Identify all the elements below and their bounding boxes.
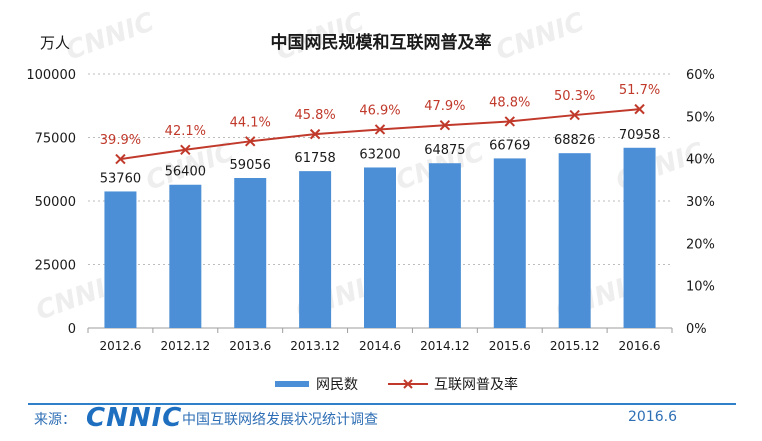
left-y-tick-label: 0 [68,322,76,337]
line-point-marker [245,136,256,147]
bar [364,167,396,328]
left-y-tick-label: 25000 [35,259,76,274]
x-tick-label: 2012.6 [99,339,141,353]
x-tick-label: 2015.12 [550,339,600,353]
line-value-label: 42.1% [165,124,206,139]
x-tick-label: 2012.12 [161,339,211,353]
bar [428,163,461,328]
legend-line-marker [403,379,413,389]
watermark-text: CNNIC [492,7,588,66]
bar [234,177,267,328]
left-y-tick-label: 100000 [26,68,76,83]
left-y-tick-label: 75000 [35,132,76,147]
right-y-tick-label: 30% [686,195,715,210]
line-point-marker [374,124,386,135]
line-point-marker [309,128,321,140]
watermark-text: CNNIC [62,7,158,66]
line-point-marker [180,144,191,155]
right-y-tick-label: 0% [686,322,707,337]
line-value-label: 46.9% [359,103,400,118]
bar [623,147,656,328]
right-y-tick-label: 40% [686,153,715,168]
line-point-marker [569,109,580,121]
bar-value-label: 64875 [424,143,465,158]
bar-value-label: 59056 [230,158,271,173]
right-y-tick-label: 20% [686,237,715,252]
footer-divider [28,403,736,405]
right-y-tick-label: 10% [686,280,715,295]
chart-title: 中国网民规模和互联网普及率 [271,32,492,53]
source-label: 来源： [34,412,76,428]
y-axis-unit-label: 万人 [40,34,70,52]
bar [299,171,332,328]
x-tick-label: 2013.6 [229,339,271,353]
right-y-tick-label: 50% [686,110,715,125]
legend-line-label: 互联网普及率 [434,376,518,393]
report-date: 2016.6 [628,409,677,425]
x-tick-label: 2016.6 [619,339,661,353]
bar [558,153,591,328]
line-value-label: 39.9% [100,133,141,148]
bar [104,191,137,328]
line-value-label: 51.7% [619,83,660,98]
bar-value-label: 70958 [619,128,660,143]
bar-value-label: 56400 [165,165,206,180]
bar-value-label: 66769 [489,138,530,153]
bar [169,184,202,328]
x-tick-label: 2014.12 [420,339,470,353]
line-point-marker [439,120,451,131]
legend-bar-swatch [275,381,309,387]
bar-value-label: 63200 [359,147,400,162]
legend-bar-label: 网民数 [316,377,358,393]
cnnic-logo: CNNIC [86,403,183,433]
line-value-label: 50.3% [554,89,595,104]
bar-value-label: 68826 [554,133,595,148]
x-tick-label: 2014.6 [359,339,401,353]
bar-value-label: 61758 [294,151,335,166]
line-point-marker [504,116,515,127]
bar [493,158,526,328]
line-point-marker [115,153,126,165]
x-tick-label: 2013.12 [290,339,340,353]
report-name: 中国互联网络发展状况统计调查 [182,412,378,428]
right-y-tick-label: 60% [686,68,715,83]
x-tick-label: 2015.6 [489,339,531,353]
left-y-tick-label: 50000 [35,195,76,210]
line-value-label: 48.8% [489,95,530,110]
line-value-label: 47.9% [424,99,465,114]
line-point-marker [634,103,645,115]
bar-value-label: 53760 [100,171,141,186]
line-value-label: 45.8% [294,108,335,123]
line-value-label: 44.1% [230,115,271,130]
